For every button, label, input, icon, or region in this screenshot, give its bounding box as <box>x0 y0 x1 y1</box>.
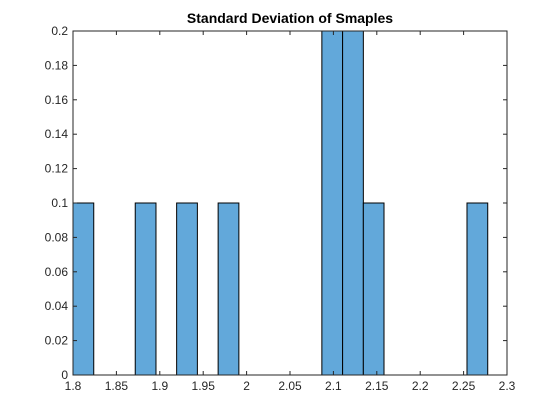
y-tick-label: 0.08 <box>45 230 69 244</box>
x-tick-label: 2.1 <box>325 379 342 393</box>
y-tick-label: 0.06 <box>45 265 69 279</box>
y-tick-label: 0 <box>61 368 68 382</box>
x-tick-label: 1.8 <box>65 379 82 393</box>
histogram-bar-1 <box>72 202 95 376</box>
axes-box <box>72 30 508 376</box>
y-tick-label: 0.1 <box>51 196 68 210</box>
x-tick-label: 2.15 <box>365 379 389 393</box>
histogram-bar-5 <box>321 30 344 376</box>
chart-title: Standard Deviation of Smaples <box>187 10 393 26</box>
y-tick-label: 0.2 <box>51 24 68 38</box>
x-tick-label: 2.3 <box>499 379 516 393</box>
y-tick-label: 0.12 <box>45 162 69 176</box>
x-tick-label: 2.05 <box>278 379 302 393</box>
histogram-bar-8 <box>466 202 489 376</box>
x-tick-label: 2.2 <box>412 379 429 393</box>
tick-labels-layer: 1.8 1.85 1.9 1.95 2 2.05 2.1 2.15 2.2 2.25 2.3 0 0.0… <box>45 24 516 393</box>
y-tick-label: 0.14 <box>45 127 69 141</box>
histogram-bar-6 <box>342 30 364 376</box>
x-tick-label: 2 <box>243 379 250 393</box>
y-tick-label: 0.02 <box>45 334 69 348</box>
y-tick-label: 0.18 <box>45 58 69 72</box>
y-tick-label: 0.04 <box>45 299 69 313</box>
histogram-bar-7 <box>362 202 385 376</box>
x-tick-label: 1.9 <box>151 379 168 393</box>
x-tick-label: 1.95 <box>192 379 216 393</box>
x-tick-label: 2.25 <box>452 379 476 393</box>
y-tick-label: 0.16 <box>45 93 69 107</box>
x-tick-label: 1.85 <box>105 379 129 393</box>
bars-layer <box>72 30 489 376</box>
histogram-bar-3 <box>176 202 198 376</box>
histogram-bar-4 <box>217 202 240 376</box>
histogram-bar-2 <box>134 202 157 376</box>
